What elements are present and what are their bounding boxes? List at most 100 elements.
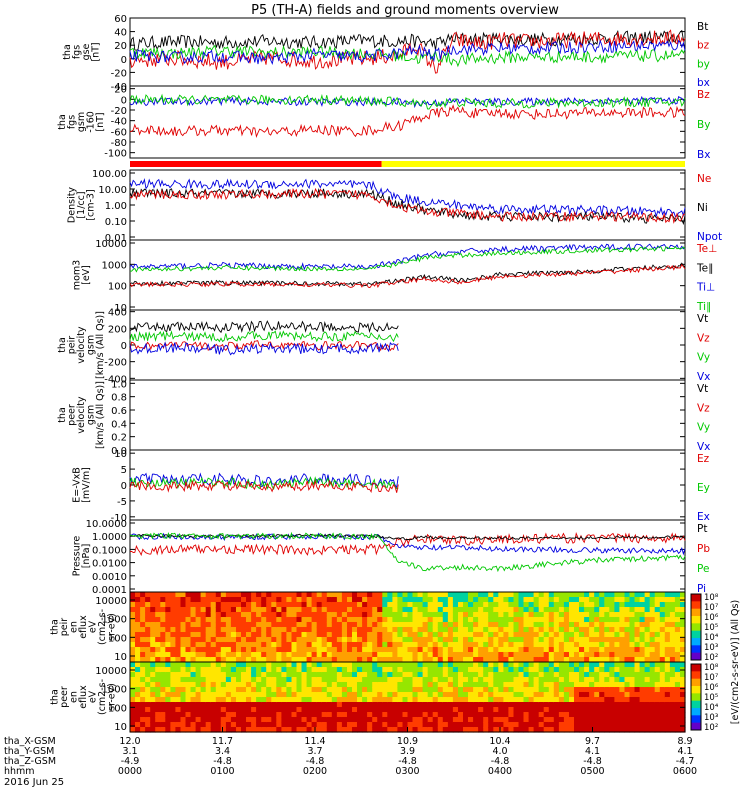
- spectrogram-cell: [341, 637, 348, 643]
- spectrogram-cell: [150, 717, 156, 723]
- spectrogram-cell: [513, 722, 520, 728]
- spectrogram-cell: [569, 652, 575, 658]
- spectrogram-cell: [291, 642, 298, 648]
- spectrogram-cell: [387, 662, 393, 668]
- spectrogram-cell: [412, 602, 419, 608]
- spectrogram-cell: [538, 592, 545, 598]
- spectrogram-cell: [680, 672, 686, 678]
- spectrogram-cell: [493, 692, 499, 698]
- spectrogram-cell: [241, 682, 247, 688]
- ephemeris-value: -4.8: [306, 756, 325, 767]
- spectrogram-cell: [498, 607, 504, 613]
- spectrogram-cell: [165, 642, 171, 648]
- spectrogram-cell: [599, 722, 605, 728]
- spectrogram-cell: [241, 687, 247, 693]
- spectrogram-cell: [175, 662, 181, 668]
- spectrogram-cell: [336, 612, 343, 618]
- spectrogram-cell: [644, 622, 651, 628]
- spectrogram-cell: [422, 687, 429, 693]
- spectrogram-cell: [367, 662, 373, 668]
- spectrogram-cell: [569, 677, 575, 683]
- spectrogram-cell: [523, 722, 530, 728]
- spectrogram-cell: [251, 702, 257, 708]
- spectrogram-cell: [523, 657, 530, 663]
- spectrogram-cell: [140, 657, 146, 663]
- spectrogram-cell: [508, 712, 514, 718]
- spectrogram-cell: [488, 712, 494, 718]
- spectrogram-cell: [326, 722, 333, 728]
- spectrogram-cell: [241, 622, 247, 628]
- spectrogram-cell: [579, 647, 585, 653]
- spectrogram-cell: [478, 687, 484, 693]
- spectrogram-cell: [367, 682, 373, 688]
- spectrogram-cell: [528, 687, 535, 693]
- spectrogram-cell: [619, 662, 625, 668]
- spectrogram-cell: [639, 652, 646, 658]
- spectrogram-cell: [614, 642, 620, 648]
- spectrogram-cell: [145, 682, 151, 688]
- spectrogram-cell: [306, 722, 313, 728]
- spectrogram-cell: [417, 662, 424, 668]
- spectrogram-cell: [362, 652, 368, 658]
- spectrogram-cell: [508, 667, 514, 673]
- spectrogram-cell: [427, 657, 434, 663]
- spectrogram-cell: [347, 607, 353, 613]
- spectrogram-cell: [311, 592, 318, 598]
- spectrogram-cell: [336, 667, 343, 673]
- spectrogram-cell: [437, 667, 444, 673]
- spectrogram-cell: [427, 612, 434, 618]
- spectrogram-cell: [543, 667, 550, 673]
- spectrogram-cell: [483, 627, 489, 633]
- spectrogram-cell: [296, 607, 303, 613]
- colorbar-cell: [691, 693, 701, 702]
- spectrogram-cell: [215, 692, 222, 698]
- spectrogram-cell: [458, 647, 464, 653]
- spectrogram-cell: [246, 642, 252, 648]
- spectrogram-cell: [357, 672, 363, 678]
- spectrogram-cell: [574, 697, 580, 703]
- spectrogram-cell: [135, 627, 141, 633]
- y-tick-label: -60: [111, 127, 127, 138]
- spectrogram-cell: [483, 672, 489, 678]
- spectrogram-cell: [644, 592, 651, 598]
- spectrogram-cell: [629, 692, 636, 698]
- spectrogram-cell: [674, 717, 681, 723]
- spectrogram-cell: [473, 697, 479, 703]
- spectrogram-cell: [230, 632, 237, 638]
- spectrogram-cell: [326, 642, 333, 648]
- spectrogram-cell: [266, 722, 272, 728]
- spectrogram-cell: [311, 662, 318, 668]
- spectrogram-cell: [614, 622, 620, 628]
- spectrogram-cell: [230, 592, 237, 598]
- spectrogram-cell: [392, 632, 398, 638]
- spectrogram-cell: [639, 607, 646, 613]
- spectrogram-cell: [674, 707, 681, 713]
- spectrogram-cell: [347, 677, 353, 683]
- y-axis-label: tha: [50, 619, 61, 635]
- ephemeris-value: 4.0: [492, 746, 507, 757]
- spectrogram-cell: [442, 722, 449, 728]
- spectrogram-cell: [326, 652, 333, 658]
- spectrogram-cell: [180, 702, 187, 708]
- y-tick-label: 200: [108, 324, 127, 335]
- spectrogram-cell: [326, 617, 333, 623]
- spectrogram-cell: [175, 627, 181, 633]
- spectrogram-cell: [195, 692, 202, 698]
- spectrogram-cell: [533, 662, 540, 668]
- spectrogram-cell: [291, 637, 298, 643]
- spectrogram-cell: [458, 622, 464, 628]
- spectrogram-cell: [659, 697, 666, 703]
- spectrogram-cell: [225, 662, 232, 668]
- spectrogram-cell: [407, 657, 414, 663]
- spectrogram-cell: [402, 647, 409, 653]
- spectrogram-cell: [669, 667, 676, 673]
- spectrogram-cell: [130, 617, 136, 623]
- spectrogram-cell: [558, 657, 565, 663]
- spectrogram-cell: [649, 677, 656, 683]
- spectrogram-cell: [427, 717, 434, 723]
- spectrogram-cell: [609, 692, 615, 698]
- spectrogram-cell: [397, 652, 403, 658]
- spectrogram-cell: [301, 592, 308, 598]
- spectrogram-cell: [558, 662, 565, 668]
- colorbar-label: [eV/(cm2-s-sr-eV)] (All Qs): [730, 600, 741, 724]
